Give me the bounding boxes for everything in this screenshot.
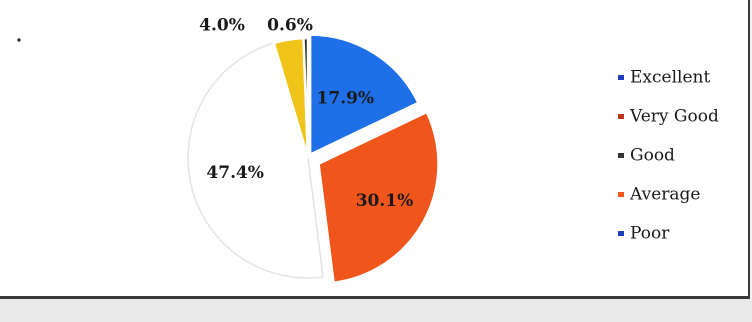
pie-label-very-good: 30.1% [356,191,414,211]
legend-label-poor: Poor [630,224,670,244]
pie-label-good: 47.4% [206,163,264,183]
legend-marker-average [618,192,624,197]
legend-marker-excellent [618,75,624,80]
pie-labels: 17.9% 30.1% 47.4% 4.0% 0.6% [199,16,413,211]
pie-slice-good [187,42,324,279]
bottom-band [0,299,752,322]
legend-label-excellent: Excellent [630,68,710,88]
legend-label-good: Good [630,146,675,166]
pie-label-excellent: 17.9% [317,88,375,108]
pie-label-poor: 0.6% [267,16,313,36]
stray-dot [17,38,21,42]
legend-marker-good [618,153,624,158]
pie-chart: 17.9% 30.1% 47.4% 4.0% 0.6% Excellent Very Go… [17,16,719,285]
legend-marker-very-good [618,114,624,119]
legend-marker-poor [618,231,624,236]
pie-slice-very-good [317,110,440,285]
pie-slice-poor [302,36,310,159]
pie-label-average: 4.0% [199,16,245,36]
chart-frame: 17.9% 30.1% 47.4% 4.0% 0.6% Excellent Very Go… [0,0,750,299]
pie-slices [187,33,440,285]
legend-label-average: Average [629,185,700,205]
pie-slice-excellent [308,33,421,157]
legend-label-very-good: Very Good [629,107,719,127]
chart-legend: Excellent Very Good Good Average Poor [618,68,719,244]
